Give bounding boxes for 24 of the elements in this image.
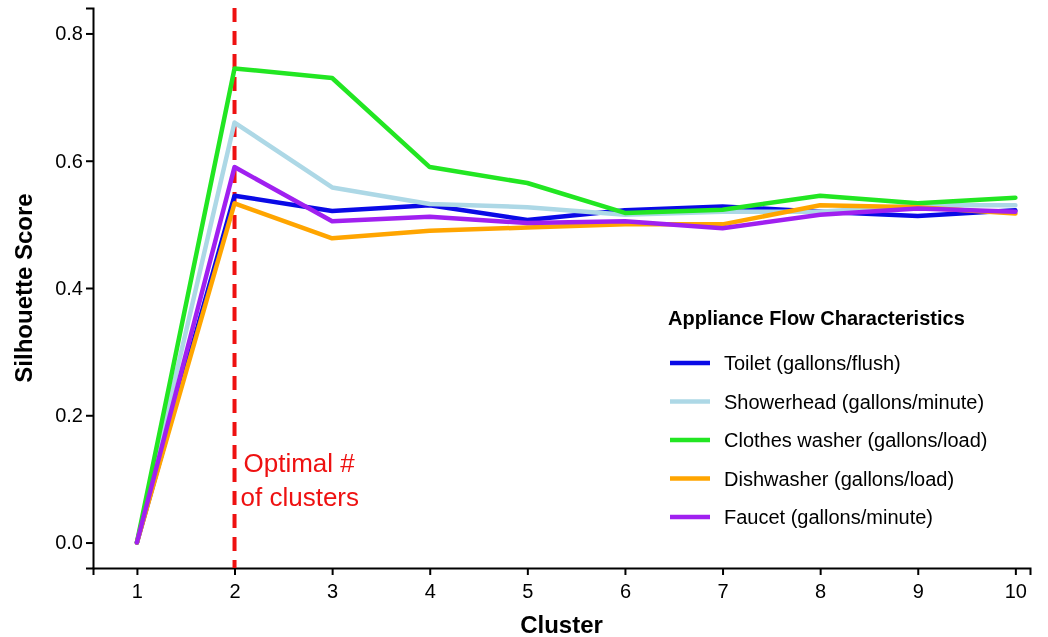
x-tick-label: 5 bbox=[522, 580, 534, 602]
y-axis-title: Silhouette Score bbox=[10, 193, 37, 383]
legend-label: Faucet (gallons/minute) bbox=[724, 506, 933, 528]
x-tick-label: 4 bbox=[424, 580, 436, 602]
legend-label: Clothes washer (gallons/load) bbox=[724, 429, 988, 451]
x-tick-label: 2 bbox=[229, 580, 241, 602]
legend-label: Showerhead (gallons/minute) bbox=[724, 390, 985, 413]
x-tick-label: 1 bbox=[131, 580, 143, 602]
y-tick-label: 0.6 bbox=[55, 149, 83, 172]
x-tick-label: 8 bbox=[815, 580, 827, 602]
y-tick-label: 0.8 bbox=[55, 22, 83, 45]
x-axis-title: Cluster bbox=[520, 611, 603, 637]
x-tick-label: 10 bbox=[1004, 580, 1027, 602]
x-tick-label: 3 bbox=[327, 580, 339, 602]
x-tick-label: 6 bbox=[619, 580, 632, 602]
legend-label: Dishwasher (gallons/load) bbox=[724, 467, 955, 490]
y-tick-label: 0.0 bbox=[55, 531, 83, 554]
legend-label: Toilet (gallons/flush) bbox=[724, 352, 901, 374]
x-tick-label: 7 bbox=[717, 580, 729, 602]
ref-line-label: Optimal # of clusters bbox=[240, 448, 360, 512]
x-tick-label: 9 bbox=[912, 580, 924, 602]
y-tick-label: 0.2 bbox=[55, 404, 83, 427]
y-tick-label: 0.4 bbox=[55, 276, 83, 299]
legend-title: Appliance Flow Characteristics bbox=[668, 307, 965, 329]
